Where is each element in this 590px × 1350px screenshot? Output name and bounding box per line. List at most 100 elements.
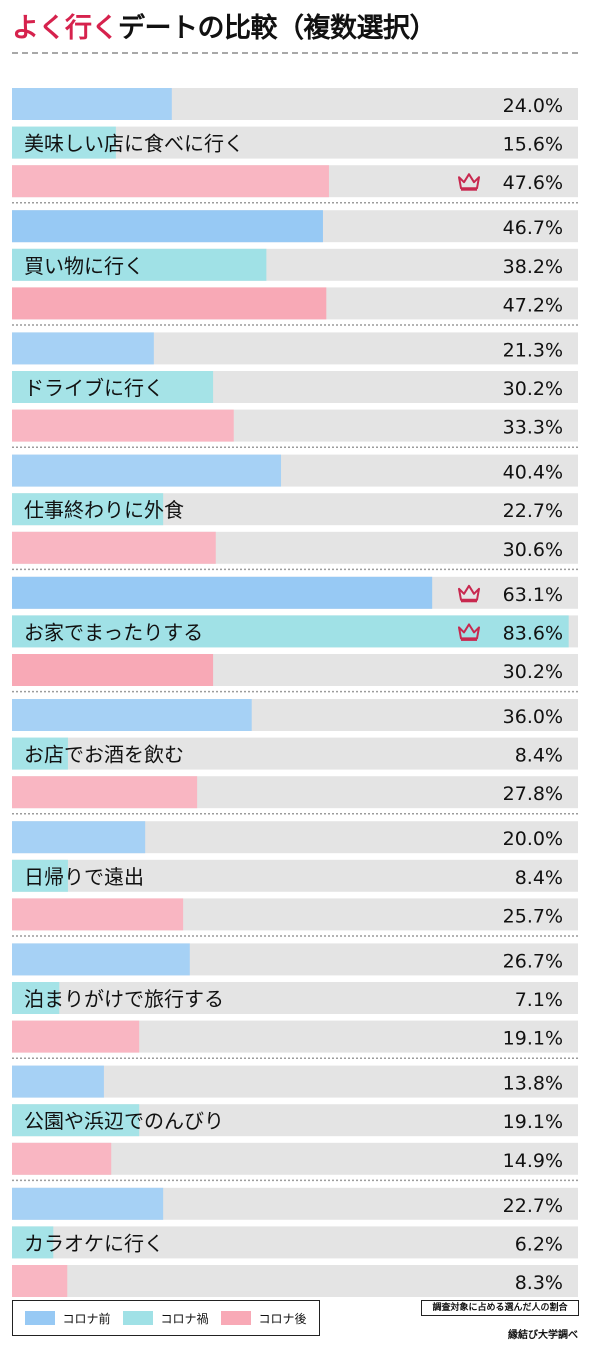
bar-track [12,898,578,931]
bar-during-1 [12,126,116,159]
bar-track [12,982,578,1014]
crown-icon [458,623,480,640]
value-label: 30.6% [503,539,563,561]
value-label: 8.4% [515,867,563,889]
value-label: 27.8% [503,783,563,805]
bar-after-3 [12,409,234,442]
bar-before-4 [12,454,282,487]
value-label: 30.2% [503,661,563,683]
bar-after-5 [12,654,214,686]
bar-track [12,493,578,526]
value-label: 83.6% [503,622,563,644]
value-label: 47.6% [503,172,563,194]
bar-track [12,699,578,731]
bar-track [12,1104,578,1137]
bar-track [12,409,578,442]
value-label: 7.1% [515,989,563,1011]
bar-after-10 [12,1265,68,1297]
bar-after-4 [12,531,216,564]
bar-before-8 [12,943,190,976]
legend-label-after: コロナ後 [258,1311,307,1326]
value-label: 22.7% [503,1195,563,1217]
bar-during-10 [12,1226,54,1259]
bar-track [12,615,578,648]
value-label: 21.3% [503,339,563,361]
bar-before-1 [12,88,172,120]
bar-track [12,88,578,120]
bar-track [12,1265,578,1297]
bar-track [12,943,578,976]
bar-before-10 [12,1187,164,1220]
value-label: 33.3% [503,417,563,439]
bar-before-9 [12,1065,104,1098]
value-label: 22.7% [503,500,563,522]
bar-track [12,454,578,487]
legend-swatch-before [25,1311,56,1325]
bar-track [12,576,578,609]
bar-after-6 [12,776,198,809]
legend-swatch-after [221,1311,252,1325]
legend-item-before: コロナ前 [25,1310,111,1327]
source-credit: 縁結び大学調べ [508,1330,578,1341]
bar-track [12,776,578,809]
category-label: 泊まりがけで旅行する [24,987,224,1011]
bar-track [12,1142,578,1175]
bar-after-8 [12,1020,140,1053]
bar-during-4 [12,493,164,526]
bar-before-6 [12,699,252,731]
crown-icon [458,584,480,601]
value-label: 8.3% [515,1272,563,1294]
value-label: 40.4% [503,462,563,484]
bar-track [12,332,578,365]
bar-track [12,248,578,281]
category-label: 日帰りで遠出 [24,865,144,889]
bar-after-1 [12,165,329,198]
bar-track [12,1226,578,1259]
category-label: 仕事終わりに外食 [24,498,184,522]
bar-track [12,1020,578,1053]
crown-icon [458,173,480,190]
bar-during-5 [12,615,569,648]
category-label: 買い物に行く [24,254,144,278]
legend-swatch-during [123,1311,154,1325]
category-label: 公園や浜辺でのんびり [24,1109,224,1133]
chart-title-main: デートの比較（複数選択） [118,13,437,44]
bar-during-2 [12,248,267,281]
value-label: 25.7% [503,905,563,927]
value-label: 26.7% [503,950,563,972]
bar-during-9 [12,1104,140,1137]
value-label: 63.1% [503,584,563,606]
bar-during-7 [12,859,68,892]
title-divider [12,52,578,54]
value-label: 14.9% [503,1150,563,1172]
category-label: ドライブに行く [24,376,164,400]
bar-before-5 [12,576,433,609]
value-label: 20.0% [503,828,563,850]
value-label: 13.8% [503,1073,563,1095]
legend-label-before: コロナ前 [62,1311,111,1326]
category-label: お家でまったりする [24,620,203,644]
value-label: 47.2% [503,294,563,316]
value-label: 19.1% [503,1111,563,1133]
bar-before-7 [12,821,146,854]
bar-track [12,1065,578,1098]
value-label: 30.2% [503,378,563,400]
bar-after-2 [12,287,327,320]
value-label: 38.2% [503,256,563,278]
value-label: 15.6% [503,134,563,156]
value-label: 8.4% [515,745,563,767]
bar-before-2 [12,210,323,243]
bar-track [12,531,578,564]
bar-during-6 [12,737,68,770]
value-label: 36.0% [503,706,563,728]
chart-title: よく行くデートの比較（複数選択） [12,6,437,45]
bar-track [12,126,578,159]
legend-item-after: コロナ後 [221,1310,307,1327]
category-label: カラオケに行く [24,1231,164,1255]
category-label: 美味しい店に食べに行く [24,132,244,156]
bar-after-9 [12,1142,112,1175]
category-label: お店でお酒を飲む [24,743,184,767]
legend-item-during: コロナ禍 [123,1310,209,1327]
bar-track [12,1187,578,1220]
